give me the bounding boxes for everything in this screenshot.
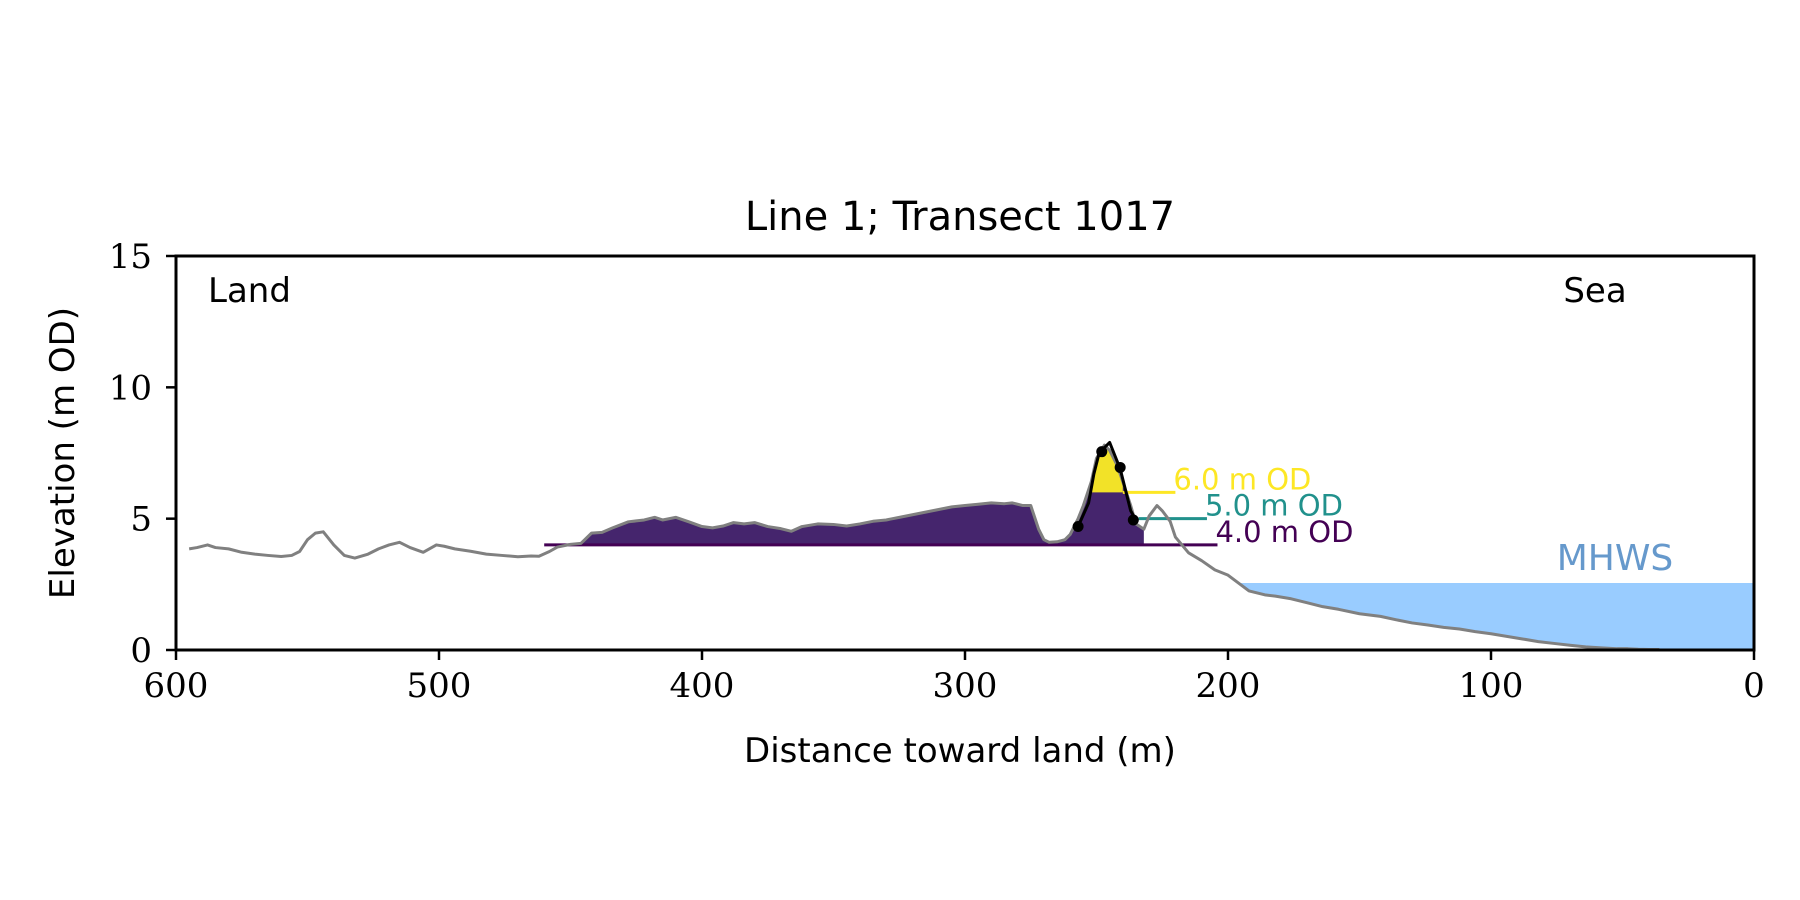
dune-point — [1072, 521, 1084, 533]
x-tick-label: 600 — [144, 666, 209, 706]
x-tick-label: 200 — [1196, 666, 1261, 706]
y-axis-label: Elevation (m OD) — [43, 307, 83, 599]
x-tick-label: 400 — [670, 666, 735, 706]
chart-title: Line 1; Transect 1017 — [745, 194, 1175, 240]
mhws-label: MHWS — [1557, 538, 1674, 579]
land-label: Land — [208, 271, 291, 311]
x-axis: 600 500 400 300 200 100 0 — [144, 650, 1765, 706]
x-tick-label: 500 — [407, 666, 472, 706]
dune-point — [1096, 446, 1108, 458]
dune-point — [1127, 514, 1139, 526]
level-label-2: 4.0 m OD — [1215, 515, 1353, 549]
level-label-0: 6.0 m OD — [1173, 462, 1311, 496]
y-axis: 0 5 10 15 — [109, 237, 176, 671]
region-above-level-1 — [1088, 445, 1123, 493]
x-tick-label: 300 — [933, 666, 998, 706]
dune-point — [1114, 461, 1126, 473]
y-tick-label: 0 — [130, 631, 152, 671]
x-tick-label: 0 — [1743, 666, 1765, 706]
dune-crest-line — [1076, 440, 1138, 528]
region-above-level-0 — [544, 445, 1144, 545]
x-tick-label: 100 — [1459, 666, 1524, 706]
mhws-water-area — [1228, 583, 1754, 650]
y-tick-label: 10 — [109, 368, 152, 408]
sea-label: Sea — [1563, 271, 1626, 311]
plot-area: 6.0 m OD5.0 m OD4.0 m OD MHWS — [188, 440, 1754, 651]
y-tick-label: 15 — [109, 237, 152, 277]
x-axis-label: Distance toward land (m) — [744, 731, 1176, 771]
level-label-1: 5.0 m OD — [1205, 489, 1343, 523]
profile-line — [188, 443, 1660, 651]
y-tick-label: 5 — [130, 500, 152, 540]
